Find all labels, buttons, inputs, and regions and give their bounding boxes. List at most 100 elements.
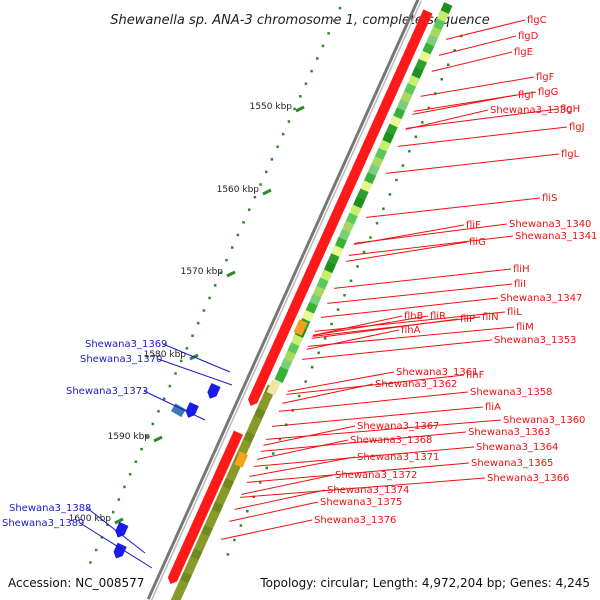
guide-dot [233,538,236,542]
guide-dot [297,394,301,398]
accession-text: Accession: NC_008577 [8,576,144,590]
gene-label-red: Shewana3_1372 [335,470,417,481]
gene-label-red: Shewana3_1360 [503,415,585,426]
leader-red [286,374,465,395]
gene-label-red: flgH [560,104,580,115]
guide-dot [134,460,138,463]
guide-dot [321,44,325,48]
leader-red [431,51,513,72]
red-gene-arrow [248,390,262,406]
gene-label-red: fliP [460,314,475,325]
gene-label-blue: Shewana3_1370 [80,354,162,365]
gene-label-red: Shewana3_1374 [327,485,409,496]
guide-dot [265,466,269,470]
gene-label-red: flhB [404,311,424,322]
leader-red [397,126,568,147]
leader-red [253,446,475,467]
leader-red [334,268,512,289]
guide-dot [401,164,405,167]
gene-label-red: Shewana3_1364 [476,442,558,453]
kbp-tick-label: 1600 kbp [69,514,112,524]
guide-dot [208,296,211,300]
gene-label-red: Shewana3_1358 [470,387,552,398]
kbp-ruler: 1550 kbp 1560 kbp 1570 kbp 1580 kbp 1590 kbp… [69,102,305,525]
guide-dot [323,337,327,340]
leader-red [229,501,319,522]
kbp-tick-mark [262,188,272,196]
guide-dot [123,485,126,489]
red-gene-arrow [167,568,182,585]
guide-dot [270,158,274,161]
accent-block [293,319,308,336]
guide-dot [310,69,313,73]
leader-red [257,439,349,460]
leader-red [327,283,513,304]
gene-label-red: flgJ [569,122,585,133]
blue-gene-arrow [207,382,221,399]
gene-label-red: fliN [482,312,499,323]
guide-dot [369,236,372,239]
guide-dot [317,351,320,355]
guide-dot [304,380,307,383]
guide-dot [453,49,456,52]
guide-dot [264,170,268,174]
guide-dot [336,308,340,311]
leader-red [365,197,541,218]
leader-red [406,108,559,129]
guide-dot [239,524,243,527]
leader-red [260,431,467,452]
gene-label-red: flgF [536,72,555,83]
guide-dot [333,19,336,22]
leader-red [263,425,356,446]
gene-label-red: Shewana3_1362 [375,379,457,390]
gene-label-red: fliI [514,279,526,290]
guide-dot [338,6,342,10]
guide-dot [414,135,418,139]
guide-dot [202,309,206,312]
guide-dot [157,410,160,413]
guide-dot [219,271,223,274]
blue-gene-arrow [185,402,199,418]
gene-label-red: flgI [518,90,534,101]
gene-label-red: flgD [518,31,539,42]
leader-red [306,329,400,350]
guide-dot [151,422,155,426]
leader-red [320,297,499,318]
kbp-tick-mark [114,517,124,525]
gene-label-red: fliL [507,307,522,318]
guide-dot [375,221,379,225]
guide-dot [310,365,314,369]
leader-red [234,489,326,510]
gene-label-red: Shewana3_1353 [494,335,576,346]
guide-dot [117,498,121,501]
leader-blue [143,390,206,421]
guide-dot [276,145,279,148]
gene-label-red: fliH [513,264,530,275]
leader-red [271,406,484,427]
leader-red [385,153,560,174]
gene-arrows [113,9,433,585]
gene-label-blue: Shewana3_1369 [85,339,167,350]
leader-red [246,462,470,483]
guide-dot [179,359,183,363]
gene-label-red: Shewana3_1347 [500,293,582,304]
guide-dot [356,265,359,268]
guide-dot [128,473,132,476]
guide-dot [287,120,291,123]
guide-dot [225,258,228,262]
leader-red [282,383,374,404]
gene-label-red: fliS [542,193,557,204]
guide-dot [174,372,177,375]
leader-red [241,474,334,495]
blue-gene-box [170,403,186,418]
gene-label-red: flgL [561,149,580,160]
guide-dot [349,279,353,283]
gc-block [274,366,289,384]
guide-dot [293,107,296,111]
gene-label-red: Shewana3_1341 [515,231,597,242]
guide-dot [259,183,262,186]
guide-dot [281,132,285,136]
gene-label-red: Shewana3_1363 [468,427,550,438]
leader-red [405,109,489,130]
kbp-tick-mark [153,435,163,443]
